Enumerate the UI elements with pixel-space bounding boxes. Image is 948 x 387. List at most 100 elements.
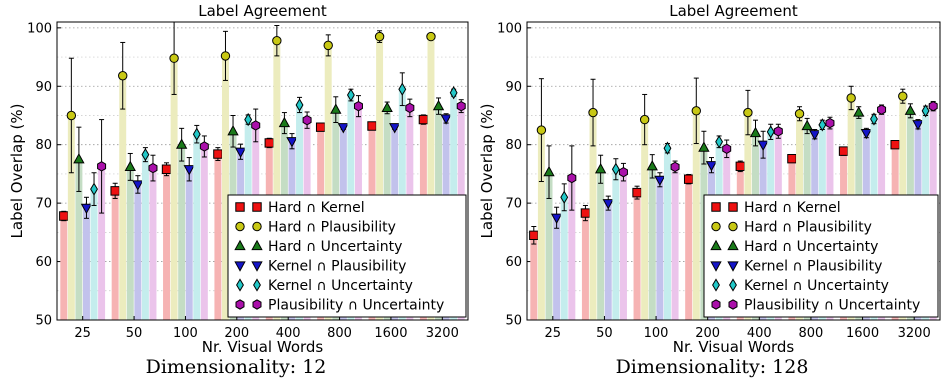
x-tick-label: 1600 xyxy=(846,326,879,341)
data-point xyxy=(456,100,466,112)
data-point xyxy=(698,141,710,152)
data-point xyxy=(295,98,304,112)
data-point xyxy=(183,165,195,176)
data-point xyxy=(904,104,917,115)
caption-right: Dimensionality: 128 xyxy=(615,356,809,378)
data-point xyxy=(432,99,445,111)
legend-marker xyxy=(727,261,739,272)
data-point xyxy=(90,182,98,196)
y-axis-label: Label Overlap (%) xyxy=(8,104,26,239)
data-point xyxy=(315,122,326,132)
legend-label: Plausibility ∩ Uncertainty xyxy=(744,298,920,314)
data-point xyxy=(418,114,429,125)
bar xyxy=(545,172,553,320)
data-point xyxy=(890,140,900,150)
bar xyxy=(612,169,620,320)
data-point xyxy=(670,161,680,173)
data-point xyxy=(921,104,930,118)
data-point xyxy=(801,119,813,131)
data-point xyxy=(825,117,835,129)
data-point xyxy=(870,112,878,126)
chart-panel-0: 50 60 70 80 90 100 25 50 100 200 400 800 1600 3200 Lab… xyxy=(8,2,469,356)
y-tick-label: 60 xyxy=(505,255,522,270)
bar xyxy=(98,166,106,320)
data-point xyxy=(440,114,452,125)
y-tick-label: 70 xyxy=(35,197,52,212)
bar xyxy=(619,172,627,320)
legend-marker xyxy=(251,239,263,251)
data-point xyxy=(860,128,873,140)
data-point xyxy=(705,161,718,172)
data-point xyxy=(302,114,312,126)
legend-marker xyxy=(252,221,262,232)
bar xyxy=(75,159,83,320)
data-point xyxy=(536,125,547,135)
y-tick-label: 70 xyxy=(505,197,522,212)
x-tick-label: 100 xyxy=(173,326,198,341)
bar xyxy=(663,148,671,320)
x-tick-label: 200 xyxy=(224,326,249,341)
y-tick-label: 50 xyxy=(505,314,522,329)
data-point xyxy=(169,53,179,63)
data-point xyxy=(766,125,775,139)
chart-title: Label Agreement xyxy=(669,2,798,20)
data-point xyxy=(611,162,620,176)
bar xyxy=(214,154,222,320)
legend-label: Hard ∩ Plausibility xyxy=(744,220,872,236)
chart-panel-1: 50 60 70 80 90 100 25 50 100 200 400 800 1600 3200 Lab… xyxy=(478,2,941,356)
legend-label: Kernel ∩ Plausibility xyxy=(268,259,406,275)
data-point xyxy=(118,71,128,81)
legend-marker xyxy=(711,221,721,232)
x-tick-label: 25 xyxy=(545,326,562,341)
bar xyxy=(67,115,75,320)
legend-marker xyxy=(727,239,739,251)
data-point xyxy=(580,208,591,218)
data-point xyxy=(97,161,107,172)
bar xyxy=(273,40,281,321)
bar xyxy=(178,144,186,320)
data-point xyxy=(227,124,239,136)
data-point xyxy=(743,107,753,118)
data-point xyxy=(220,51,231,61)
y-tick-label: 60 xyxy=(35,255,52,270)
data-point xyxy=(244,112,253,127)
data-point xyxy=(251,120,261,131)
data-point xyxy=(141,147,150,162)
data-point xyxy=(73,153,85,164)
legend-box xyxy=(703,194,939,318)
data-point xyxy=(588,107,598,118)
data-point xyxy=(594,162,607,174)
data-point xyxy=(337,123,350,134)
data-point xyxy=(389,123,401,134)
legend-label: Hard ∩ Kernel xyxy=(268,200,365,216)
bar xyxy=(560,197,568,320)
y-axis-label: Label Overlap (%) xyxy=(478,104,496,239)
data-point xyxy=(381,101,393,112)
bar xyxy=(149,168,157,320)
x-tick-label: 200 xyxy=(695,326,720,341)
data-point xyxy=(818,118,827,132)
data-point xyxy=(323,40,333,51)
bar xyxy=(641,119,649,321)
x-axis-label: Nr. Visual Words xyxy=(673,338,795,356)
data-point xyxy=(912,120,924,131)
bar xyxy=(200,146,208,320)
legend-label: Hard ∩ Uncertainty xyxy=(268,239,402,255)
bar xyxy=(604,203,612,320)
x-tick-label: 100 xyxy=(644,326,669,341)
bar xyxy=(568,178,576,320)
data-point xyxy=(346,88,355,102)
bar xyxy=(581,213,589,320)
legend-marker xyxy=(234,239,246,251)
bar xyxy=(170,58,178,321)
data-point xyxy=(646,160,658,171)
data-point xyxy=(199,141,209,152)
x-tick-label: 25 xyxy=(74,326,91,341)
legend-marker xyxy=(710,261,722,272)
y-tick-label: 100 xyxy=(497,21,522,36)
bar xyxy=(163,169,171,320)
x-tick-label: 1600 xyxy=(374,326,407,341)
bar xyxy=(90,189,98,320)
data-point xyxy=(691,106,701,116)
